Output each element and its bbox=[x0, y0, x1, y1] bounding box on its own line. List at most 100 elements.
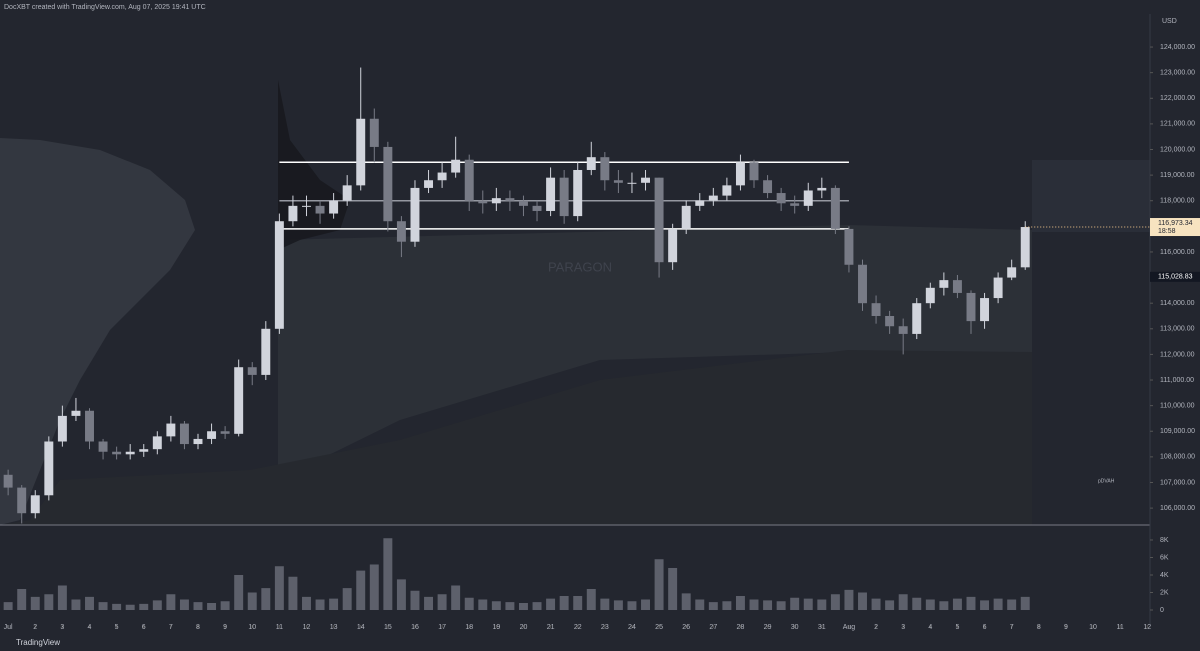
volume-bar bbox=[491, 601, 501, 610]
y-tick-label: 123,000.00 bbox=[1160, 69, 1195, 76]
candle-body bbox=[207, 431, 217, 439]
candle-body bbox=[451, 159, 461, 173]
y-tick-label: 113,000.00 bbox=[1160, 326, 1195, 333]
volume-bar bbox=[437, 594, 447, 610]
marker-box bbox=[1150, 271, 1200, 282]
candle-body bbox=[749, 162, 759, 181]
shaded-band bbox=[0, 350, 1032, 525]
volume-bar bbox=[71, 599, 81, 610]
volume-bar bbox=[654, 559, 664, 610]
x-tick-label: 10 bbox=[248, 624, 256, 631]
volume-bar bbox=[193, 602, 203, 610]
volume-bar bbox=[586, 588, 596, 610]
x-tick-label: 6 bbox=[983, 624, 987, 631]
candle-body bbox=[437, 172, 447, 181]
candle-body bbox=[966, 292, 976, 322]
volume-bar bbox=[925, 599, 935, 610]
volume-bar bbox=[179, 599, 189, 610]
x-tick-label: 28 bbox=[737, 624, 745, 631]
x-tick-label: Jul bbox=[4, 624, 13, 631]
volume-bar bbox=[424, 596, 434, 610]
volume-bar bbox=[329, 598, 339, 610]
volume-bar bbox=[302, 596, 311, 610]
candle-body bbox=[885, 315, 895, 327]
candle-body bbox=[288, 205, 298, 222]
candle-body bbox=[681, 205, 691, 229]
x-tick-label: 4 bbox=[88, 624, 92, 631]
candle-body bbox=[17, 487, 27, 514]
volume-bar bbox=[708, 602, 718, 610]
y-tick-label: 124,000.00 bbox=[1160, 44, 1195, 51]
volume-bar bbox=[803, 598, 813, 610]
x-tick-label: 14 bbox=[357, 624, 365, 631]
x-tick-label: 20 bbox=[520, 624, 528, 631]
x-tick-label: 27 bbox=[709, 624, 717, 631]
candle-body bbox=[30, 495, 40, 514]
x-tick-label: 4 bbox=[928, 624, 932, 631]
volume-bar bbox=[532, 602, 542, 610]
candle-body bbox=[952, 280, 962, 293]
shaded-band bbox=[278, 225, 1032, 480]
x-tick-label: 25 bbox=[655, 624, 663, 631]
volume-bar bbox=[315, 599, 325, 610]
x-tick-label: 15 bbox=[384, 624, 392, 631]
volume-bar bbox=[261, 588, 271, 610]
candle-body bbox=[179, 423, 189, 445]
volume-bar bbox=[980, 600, 990, 610]
candle-body bbox=[993, 277, 1003, 299]
volume-bar bbox=[695, 599, 705, 610]
candle-body bbox=[532, 205, 542, 211]
candle-body bbox=[274, 221, 284, 329]
x-tick-label: 8 bbox=[196, 624, 200, 631]
volume-tick-label: 6K bbox=[1160, 554, 1169, 561]
candle-body bbox=[193, 438, 203, 445]
candle-body bbox=[139, 449, 149, 452]
volume-bar bbox=[600, 598, 610, 610]
volume-bar bbox=[166, 594, 176, 610]
x-tick-label: 5 bbox=[955, 624, 959, 631]
x-tick-label: 30 bbox=[791, 624, 799, 631]
volume-bar bbox=[668, 567, 678, 610]
candle-body bbox=[518, 200, 528, 206]
volume-tick-label: 8K bbox=[1160, 537, 1169, 544]
volume-bar bbox=[383, 538, 393, 610]
candle-body bbox=[369, 118, 379, 147]
volume-bar bbox=[817, 599, 827, 610]
candle-body bbox=[763, 180, 773, 194]
volume-bar bbox=[451, 585, 461, 610]
candle-body bbox=[817, 187, 827, 191]
y-tick-label: 111,000.00 bbox=[1160, 377, 1194, 384]
x-tick-label: 21 bbox=[547, 624, 555, 631]
volume-tick-label: 4K bbox=[1160, 572, 1169, 579]
x-tick-label: 3 bbox=[60, 624, 64, 631]
candle-body bbox=[71, 410, 81, 416]
candle-body bbox=[329, 200, 339, 214]
x-tick-label: 2 bbox=[33, 624, 37, 631]
candle-body bbox=[1007, 267, 1017, 278]
volume-bar bbox=[464, 597, 474, 610]
candle-body bbox=[491, 198, 501, 204]
y-tick-label: 120,000.00 bbox=[1160, 146, 1195, 153]
volume-bar bbox=[573, 595, 583, 610]
volume-bar bbox=[1007, 599, 1017, 610]
volume-bar bbox=[627, 601, 637, 610]
candle-body bbox=[939, 280, 949, 288]
candle-body bbox=[44, 441, 54, 496]
volume-bar bbox=[505, 602, 515, 610]
volume-bar bbox=[288, 576, 298, 610]
volume-bar bbox=[641, 599, 650, 610]
candle-body bbox=[383, 146, 393, 222]
candle-body bbox=[152, 436, 162, 450]
header: DocXBT created with TradingView.com, Aug… bbox=[4, 4, 206, 11]
x-tick-label: 8 bbox=[1037, 624, 1041, 631]
candle-body bbox=[302, 205, 311, 207]
x-tick-label: 23 bbox=[601, 624, 609, 631]
zone bbox=[1032, 160, 1150, 232]
x-tick-label: 7 bbox=[1010, 624, 1014, 631]
y-tick-label: 107,000.00 bbox=[1160, 479, 1195, 486]
volume-bar bbox=[207, 602, 217, 610]
candle-body bbox=[871, 303, 881, 316]
x-tick-label: Aug bbox=[843, 624, 856, 631]
volume-bar bbox=[912, 597, 922, 610]
